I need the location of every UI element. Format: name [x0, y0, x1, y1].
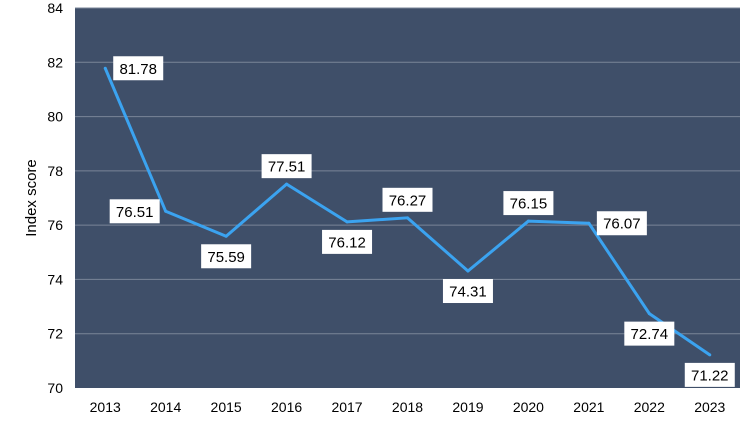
data-label: 76.27 — [382, 187, 433, 212]
data-label-text: 76.07 — [603, 216, 641, 233]
data-point — [708, 353, 712, 357]
data-label: 71.22 — [684, 362, 735, 387]
data-label-text: 81.78 — [119, 61, 157, 78]
y-tick-label: 76 — [47, 217, 63, 233]
data-label-text: 72.74 — [631, 326, 669, 343]
data-label-text: 76.12 — [328, 234, 366, 251]
x-tick-label: 2019 — [452, 399, 483, 415]
data-label: 76.07 — [596, 211, 647, 236]
y-tick-label: 72 — [47, 326, 63, 342]
data-label-box — [624, 321, 675, 346]
data-label-text: 71.22 — [691, 367, 729, 384]
data-point — [526, 219, 530, 223]
data-label-text: 76.51 — [116, 204, 154, 221]
data-point — [587, 221, 591, 225]
data-label-text: 76.15 — [510, 196, 548, 213]
x-tick-label: 2016 — [271, 399, 302, 415]
data-label-box — [596, 211, 647, 236]
y-tick-label: 78 — [47, 163, 63, 179]
y-tick-label: 74 — [47, 271, 63, 287]
series-group — [103, 66, 712, 357]
data-label: 77.51 — [261, 154, 312, 179]
data-label-box — [684, 362, 735, 387]
data-point — [224, 234, 228, 238]
data-label-box — [322, 229, 373, 254]
x-tick-label: 2023 — [694, 399, 725, 415]
data-label-box — [382, 187, 433, 212]
data-label: 76.15 — [503, 191, 554, 216]
data-labels: 81.78 76.51 75.59 77.51 76.12 76.27 74.31 76.15… — [109, 56, 735, 387]
y-axis-title: Index score — [23, 159, 40, 237]
y-tick-label: 84 — [47, 0, 63, 16]
y-tick-label: 70 — [47, 380, 63, 396]
data-label: 74.31 — [442, 279, 493, 304]
x-tick-label: 2020 — [513, 399, 544, 415]
data-label-box — [109, 199, 160, 224]
x-tick-label: 2013 — [90, 399, 121, 415]
y-axis-ticks: 70 72 74 76 78 80 82 84 — [47, 0, 63, 396]
y-tick-label: 82 — [47, 54, 63, 70]
data-point — [285, 182, 289, 186]
data-label-text: 76.27 — [389, 192, 427, 209]
x-tick-label: 2021 — [573, 399, 604, 415]
data-label-box — [503, 191, 554, 216]
data-label-text: 74.31 — [449, 284, 487, 301]
data-label: 76.51 — [109, 199, 160, 224]
x-tick-label: 2015 — [211, 399, 242, 415]
data-label: 76.12 — [322, 229, 373, 254]
x-tick-label: 2018 — [392, 399, 423, 415]
data-label-box — [113, 56, 164, 81]
data-label-box — [201, 244, 252, 269]
x-axis-ticks: 2013 2014 2015 2016 2017 2018 2019 2020 2021 2022… — [90, 399, 726, 415]
data-point — [406, 216, 409, 220]
data-label: 72.74 — [624, 321, 675, 346]
x-tick-label: 2014 — [150, 399, 181, 415]
data-label-box — [442, 279, 493, 304]
data-label: 81.78 — [113, 56, 164, 81]
x-tick-label: 2017 — [331, 399, 362, 415]
y-tick-label: 80 — [47, 109, 63, 125]
data-point — [345, 220, 349, 224]
data-point — [103, 66, 107, 70]
data-label: 75.59 — [201, 244, 252, 269]
data-label-text: 77.51 — [268, 159, 306, 176]
data-point — [164, 209, 168, 213]
data-point — [466, 269, 470, 273]
x-tick-label: 2022 — [634, 399, 665, 415]
data-label-box — [261, 154, 312, 179]
data-label-text: 75.59 — [207, 249, 245, 266]
data-point — [647, 312, 651, 316]
gridlines — [75, 7, 740, 335]
